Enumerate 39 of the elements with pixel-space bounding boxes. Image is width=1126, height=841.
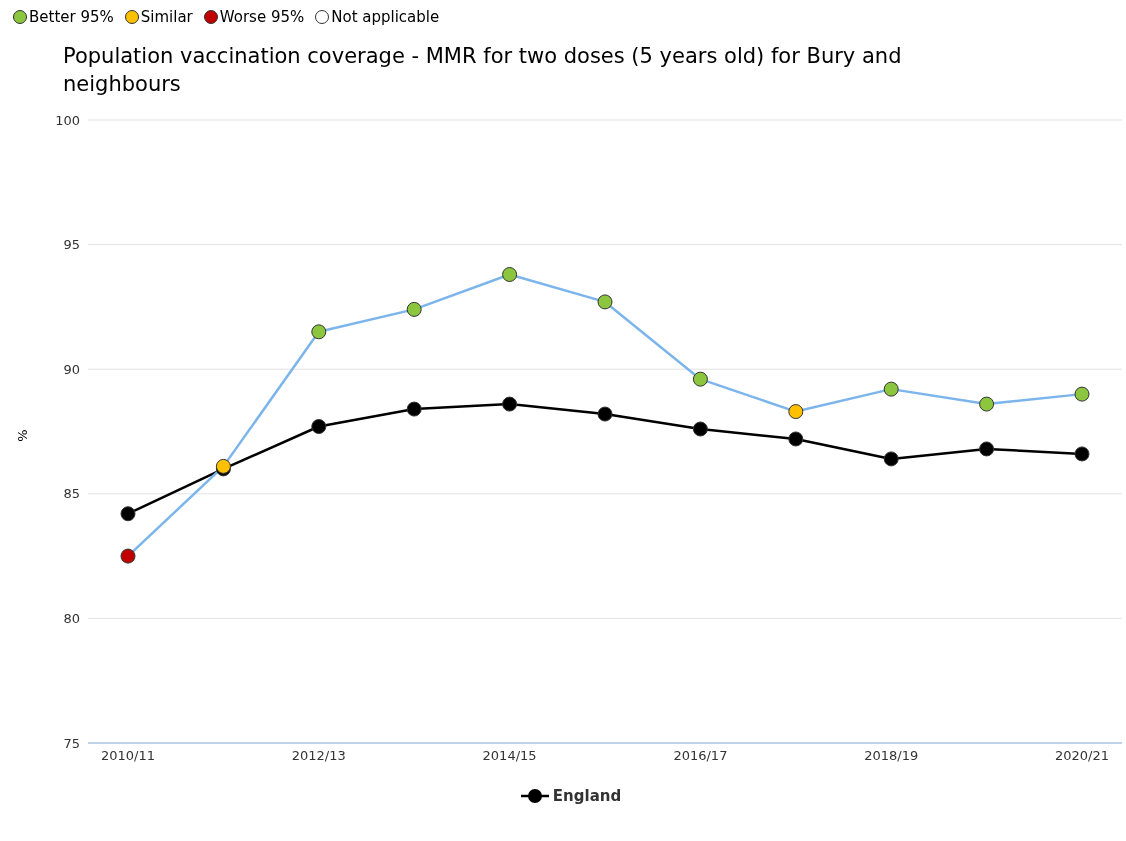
y-tick-label: 90: [63, 361, 80, 377]
y-tick-label: 100: [55, 112, 80, 128]
y-tick-label: 75: [63, 735, 80, 751]
x-tick-label: 2020/21: [1054, 748, 1110, 764]
x-tick-label: 2016/17: [673, 748, 728, 764]
legend-label: Worse 95%: [218, 8, 305, 26]
legend-label: Not applicable: [330, 8, 440, 26]
point: [883, 451, 899, 467]
point: [883, 381, 899, 397]
point: [120, 548, 136, 564]
y-tick-label: 95: [63, 237, 80, 253]
legend-label: England: [551, 787, 622, 805]
x-tick-label: 2010/11: [100, 748, 156, 764]
legend-label: Similar: [139, 8, 193, 26]
point: [502, 396, 518, 412]
legend-label: Better 95%: [28, 8, 114, 26]
x-tick-label: 2012/13: [291, 748, 346, 764]
point: [979, 441, 995, 457]
point: [311, 419, 327, 435]
point: [311, 324, 327, 340]
point: [979, 396, 995, 412]
point: [597, 406, 613, 422]
x-tick-label: 2018/19: [864, 748, 919, 764]
point: [1074, 446, 1090, 462]
point: [692, 421, 708, 437]
point: [1074, 386, 1090, 402]
y-axis-title: %: [14, 429, 30, 442]
y-tick-label: 80: [63, 611, 80, 627]
point: [597, 294, 613, 310]
x-tick-label: 2014/15: [482, 748, 537, 764]
point: [120, 506, 136, 522]
point: [692, 371, 708, 387]
y-tick-label: 85: [63, 486, 80, 502]
point: [406, 301, 422, 317]
chart-title: Population vaccination coverage - MMR for two doses (5 years old) for Bury and neighbours: [63, 43, 903, 98]
point: [788, 431, 804, 447]
point: [502, 267, 518, 282]
point: [406, 401, 422, 417]
point: [788, 404, 804, 420]
